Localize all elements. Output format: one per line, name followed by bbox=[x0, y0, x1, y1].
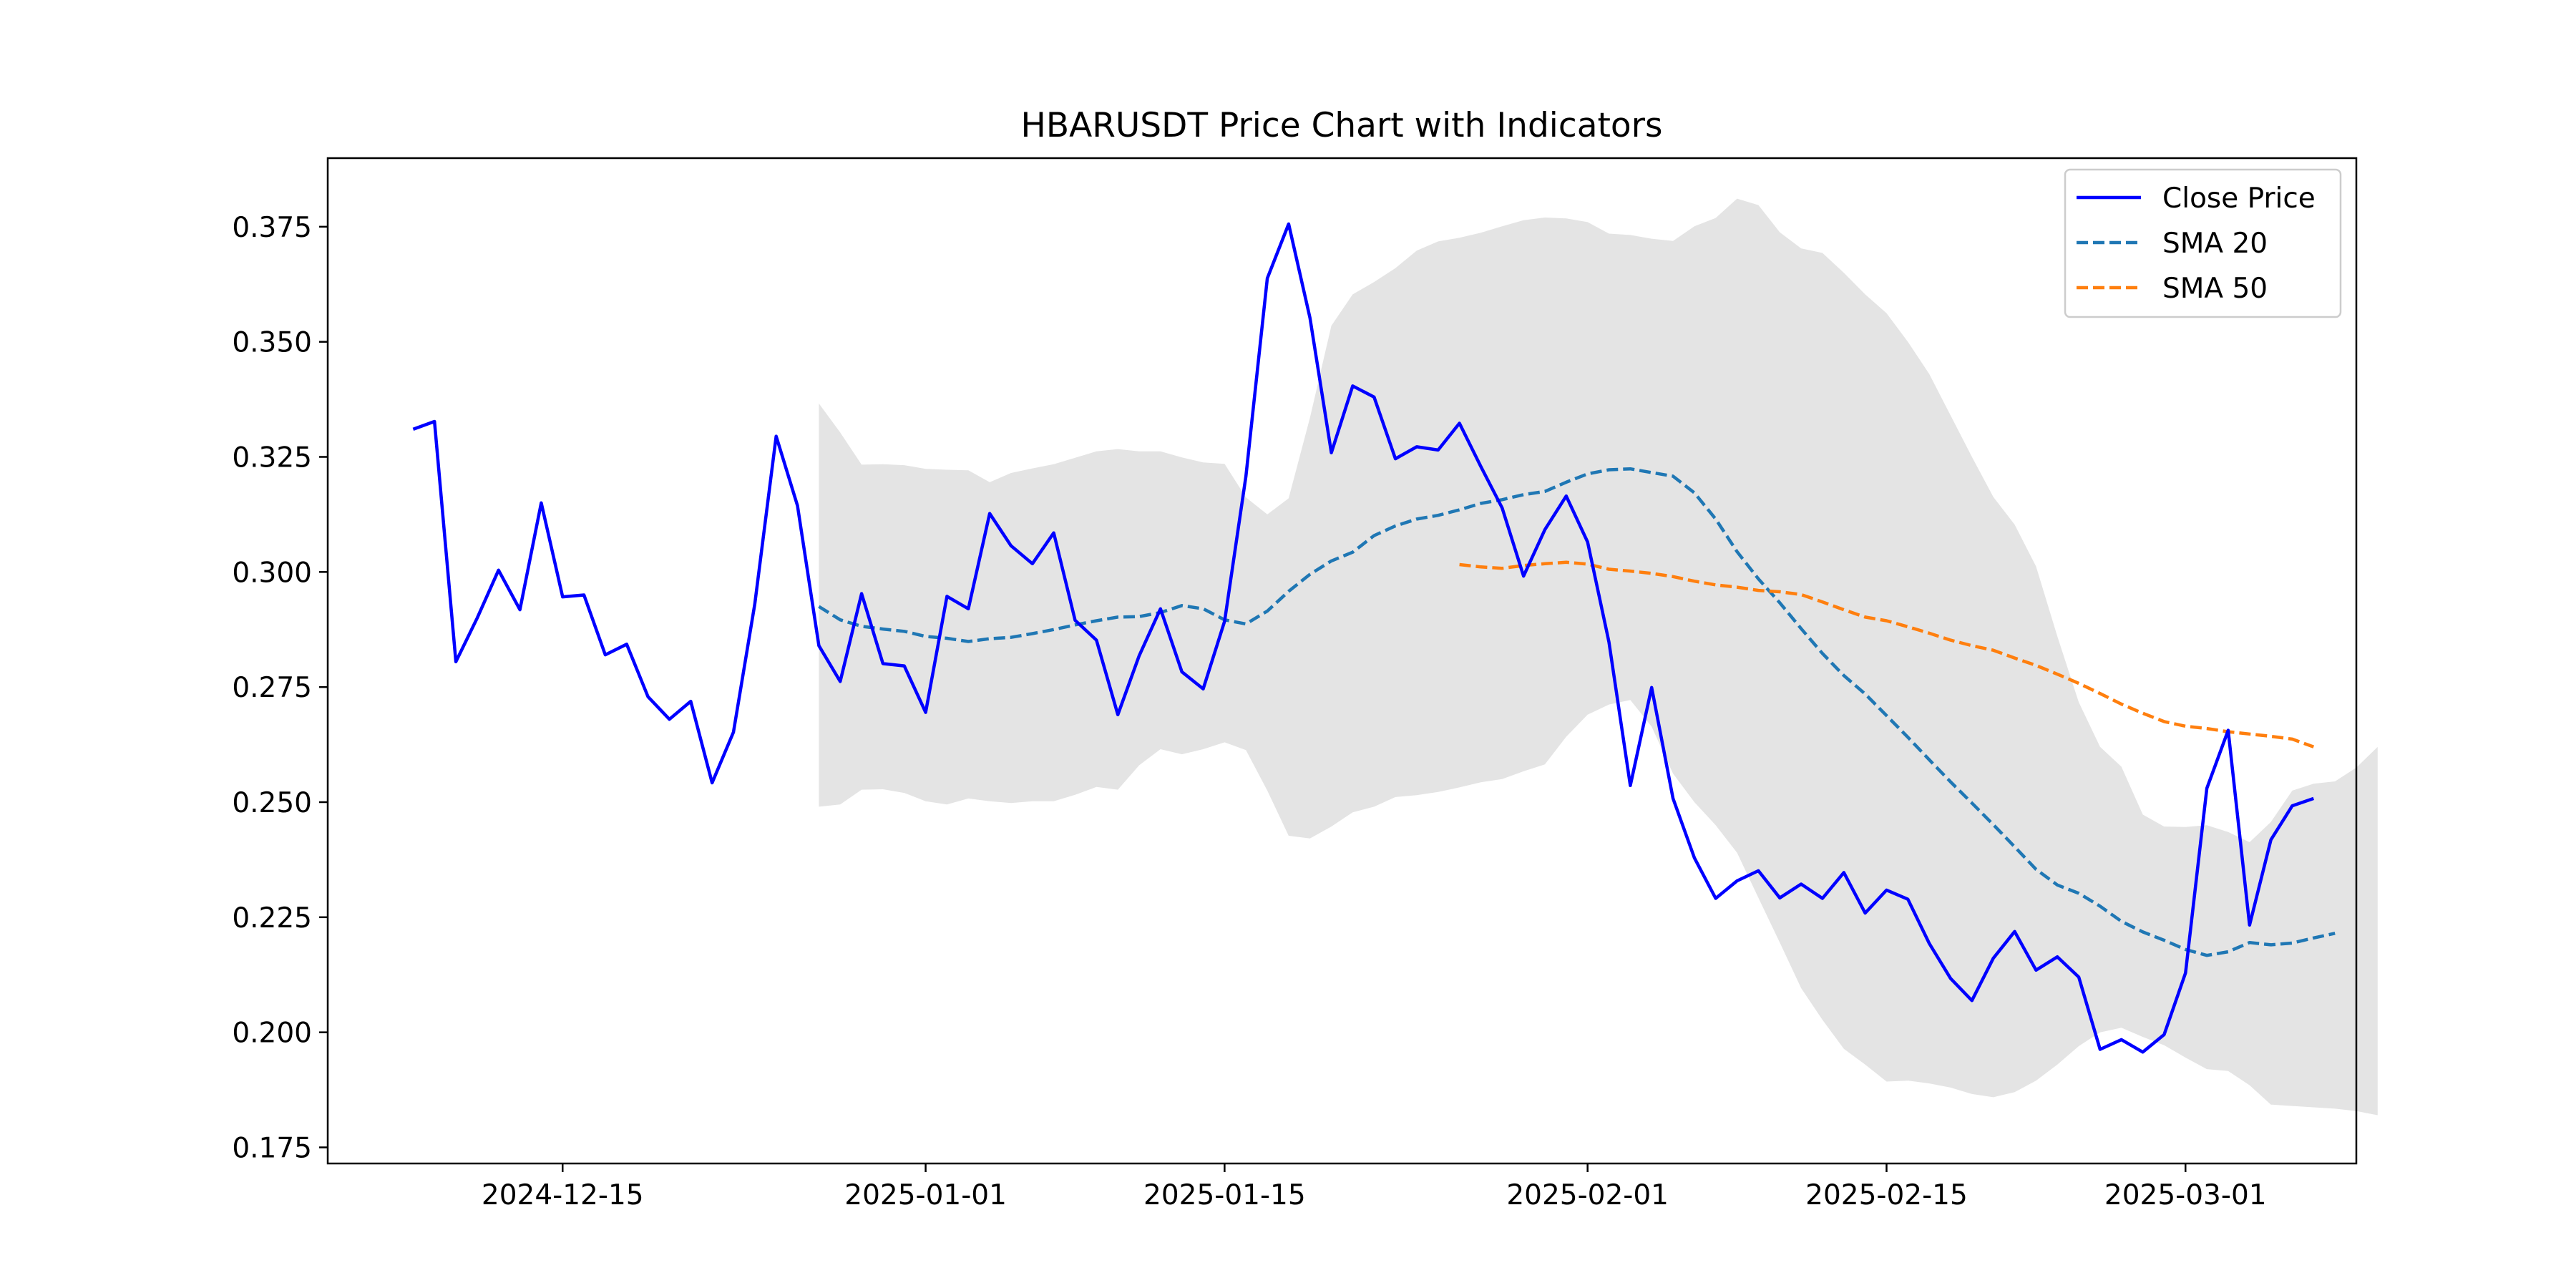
legend-label: SMA 20 bbox=[2162, 228, 2268, 260]
series-line-sma-20 bbox=[818, 467, 2336, 957]
legend-label: SMA 50 bbox=[2162, 273, 2268, 305]
x-tick-label: 2025-02-01 bbox=[1506, 1179, 1669, 1211]
chart-title: HBARUSDT Price Chart with Indicators bbox=[1021, 106, 1663, 145]
x-axis: 2024-12-15 2025-01-01 2025-01-15 2025-02-01… bbox=[482, 1163, 2267, 1211]
legend-label: Close Price bbox=[2162, 182, 2316, 215]
y-tick-label: 0.300 bbox=[232, 557, 312, 589]
y-tick-label: 0.225 bbox=[232, 902, 312, 935]
y-tick-label: 0.175 bbox=[232, 1132, 312, 1164]
x-tick-label: 2025-01-15 bbox=[1143, 1179, 1306, 1211]
x-tick-label: 2025-02-15 bbox=[1805, 1179, 1968, 1211]
x-tick-label: 2025-03-01 bbox=[2104, 1179, 2267, 1211]
series-line-sma-50 bbox=[1459, 560, 2315, 748]
series-line-close-price bbox=[412, 222, 2315, 1054]
y-tick-label: 0.200 bbox=[232, 1018, 312, 1050]
y-tick-label: 0.325 bbox=[232, 442, 312, 474]
y-tick-label: 0.350 bbox=[232, 327, 312, 359]
x-tick-label: 2024-12-15 bbox=[482, 1179, 644, 1211]
plot-area bbox=[412, 198, 2378, 1116]
legend-box bbox=[2064, 168, 2342, 318]
x-tick-label: 2025-01-01 bbox=[844, 1179, 1007, 1211]
legend: Close Price SMA 20 SMA 50 bbox=[2064, 168, 2342, 318]
y-axis: 0.175 0.200 0.225 0.250 0.275 0.300 0.325 0.350… bbox=[232, 212, 328, 1164]
y-tick-label: 0.275 bbox=[232, 672, 312, 704]
y-tick-label: 0.250 bbox=[232, 787, 312, 819]
bollinger-band bbox=[819, 198, 2378, 1116]
y-tick-label: 0.375 bbox=[232, 212, 312, 244]
axes-frame bbox=[326, 157, 2358, 1165]
